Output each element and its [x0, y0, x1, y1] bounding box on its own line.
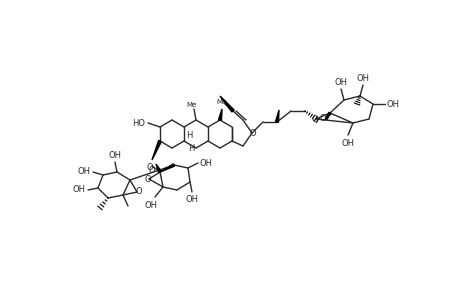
Text: OH: OH — [108, 151, 121, 160]
Text: O: O — [148, 166, 155, 175]
Text: OH: OH — [77, 167, 90, 176]
Text: O: O — [135, 188, 142, 196]
Text: O: O — [145, 175, 151, 184]
Polygon shape — [160, 164, 174, 172]
Text: OH: OH — [386, 100, 398, 109]
Text: OH: OH — [341, 139, 354, 148]
Polygon shape — [275, 110, 279, 122]
Text: OH: OH — [199, 158, 212, 167]
Text: Me: Me — [186, 102, 197, 108]
Polygon shape — [219, 96, 234, 112]
Text: ...: ... — [191, 100, 196, 104]
Text: O: O — [249, 128, 256, 137]
Polygon shape — [156, 164, 161, 173]
Text: OH: OH — [356, 74, 369, 82]
Text: OH: OH — [144, 200, 157, 209]
Text: H: H — [187, 143, 194, 152]
Text: O: O — [311, 115, 318, 124]
Text: HO: HO — [132, 118, 145, 127]
Text: H: H — [185, 130, 192, 140]
Text: OH: OH — [185, 196, 198, 205]
Text: O: O — [319, 113, 325, 122]
Text: OH: OH — [73, 185, 85, 194]
Polygon shape — [325, 112, 330, 120]
Text: O: O — [146, 163, 153, 172]
Text: OH: OH — [334, 77, 347, 86]
Polygon shape — [218, 109, 222, 120]
Text: Me: Me — [216, 99, 227, 105]
Polygon shape — [151, 140, 161, 160]
